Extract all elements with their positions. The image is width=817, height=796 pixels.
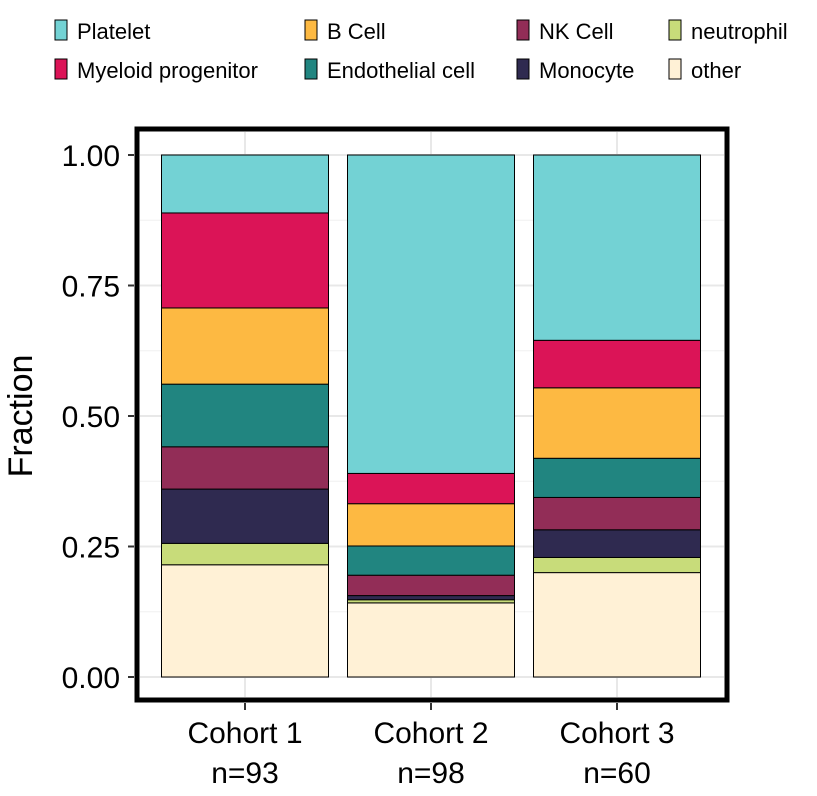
x-tick-label-cohort: Cohort 1 (187, 717, 302, 750)
bar-segment-neutrophil-cohort-1 (161, 542, 329, 566)
x-axis: Cohort 1 n=93 Cohort 2 n=98 Cohort 3 n=60 (187, 703, 675, 790)
bar-segment-monocyte-cohort-2 (347, 595, 515, 601)
bar-segment-other-cohort-1 (161, 564, 329, 678)
bar-segment-platelet-cohort-3 (533, 154, 701, 341)
legend: Platelet B Cell NK Cell neutrophil Myeloid p… (54, 19, 788, 83)
legend-item-b-cell: B Cell (304, 19, 386, 44)
bar-segment-nk-cell-cohort-2 (347, 574, 515, 597)
y-tick-label: 0.00 (62, 662, 120, 695)
y-tick-label: 1.00 (62, 140, 120, 173)
legend-item-platelet: Platelet (54, 19, 150, 44)
bar-segment-myeloid-progenitor-cohort-3 (533, 339, 701, 389)
x-tick-label-n: n=98 (397, 757, 465, 790)
bar-segment-nk-cell-cohort-3 (533, 496, 701, 531)
x-tick-label-cohort: Cohort 3 (559, 717, 674, 750)
y-axis: 0.00 0.25 0.50 0.75 1.00 (62, 140, 134, 695)
legend-label: NK Cell (539, 19, 614, 44)
legend-label: B Cell (327, 19, 386, 44)
bar-segment-endothelial-cell-cohort-3 (533, 457, 701, 498)
bar-segment-b-cell-cohort-2 (347, 503, 515, 547)
legend-item-monocyte: Monocyte (516, 58, 634, 83)
legend-label: neutrophil (691, 19, 788, 44)
legend-label: Monocyte (539, 58, 634, 83)
legend-item-neutrophil: neutrophil (668, 19, 788, 44)
bar-segment-myeloid-progenitor-cohort-2 (347, 472, 515, 505)
legend-item-other: other (668, 58, 741, 83)
bar-segment-myeloid-progenitor-cohort-1 (161, 212, 329, 309)
y-tick-label: 0.50 (62, 401, 120, 434)
bar-segment-endothelial-cell-cohort-1 (161, 383, 329, 448)
x-tick-label-n: n=93 (211, 757, 279, 790)
bar-segment-monocyte-cohort-3 (533, 529, 701, 558)
legend-swatch (54, 19, 68, 41)
bar-segment-b-cell-cohort-1 (161, 307, 329, 385)
legend-item-nk-cell: NK Cell (516, 19, 614, 44)
legend-swatch (668, 19, 682, 41)
bar-segment-other-cohort-3 (533, 572, 701, 678)
legend-swatch (54, 58, 68, 80)
legend-label: Myeloid progenitor (77, 58, 258, 83)
legend-item-endothelial-cell: Endothelial cell (304, 58, 475, 83)
bar-segment-other-cohort-2 (347, 602, 515, 678)
legend-swatch (516, 58, 530, 80)
legend-label: Platelet (77, 19, 150, 44)
y-tick-label: 0.75 (62, 271, 120, 304)
legend-label: other (691, 58, 741, 83)
bar-segment-endothelial-cell-cohort-2 (347, 545, 515, 576)
bars (161, 154, 701, 678)
x-tick-label-cohort: Cohort 2 (373, 717, 488, 750)
legend-item-myeloid-progenitor: Myeloid progenitor (54, 58, 258, 83)
bar-segment-platelet-cohort-2 (347, 154, 515, 474)
legend-label: Endothelial cell (327, 58, 475, 83)
x-tick-label-n: n=60 (583, 757, 651, 790)
panel-border (134, 126, 730, 703)
bar-segment-platelet-cohort-1 (161, 154, 329, 214)
bar-segment-neutrophil-cohort-3 (533, 556, 701, 574)
y-axis-title: Fraction (2, 355, 40, 478)
bar-segment-monocyte-cohort-1 (161, 488, 329, 544)
bar-segment-b-cell-cohort-3 (533, 387, 701, 459)
y-tick-label: 0.25 (62, 532, 120, 565)
legend-swatch (668, 58, 682, 80)
bar-segment-nk-cell-cohort-1 (161, 446, 329, 490)
legend-swatch (516, 19, 530, 41)
legend-swatch (304, 19, 318, 41)
legend-swatch (304, 58, 318, 80)
